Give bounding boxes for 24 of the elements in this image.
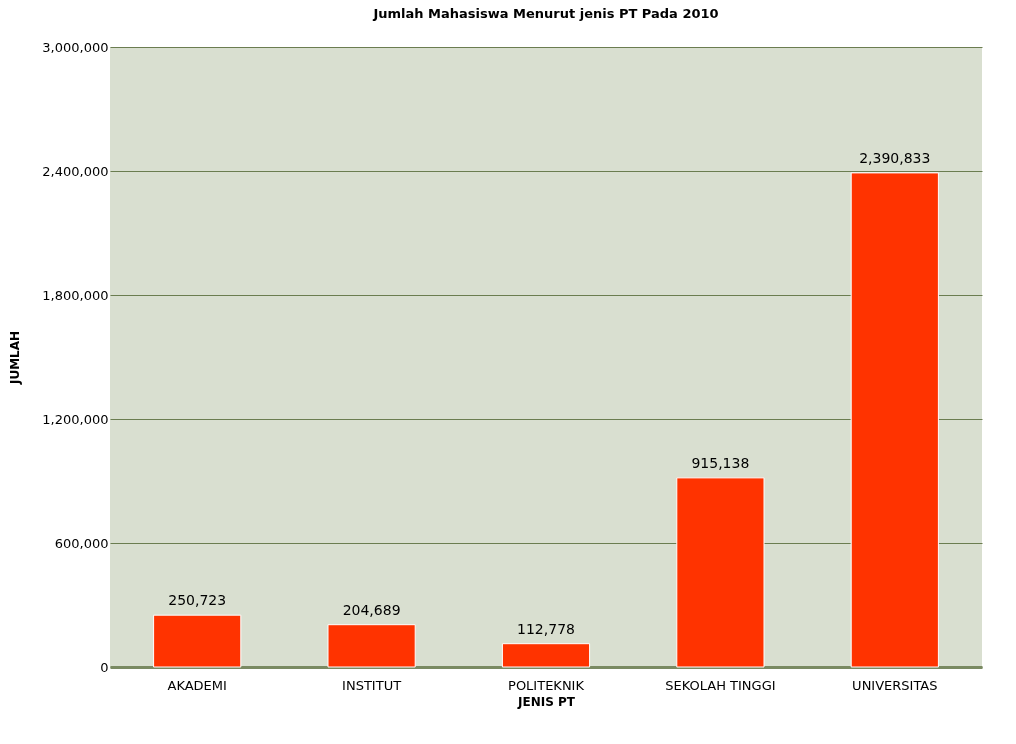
- x-tick-label: POLITEKNIK: [508, 677, 585, 693]
- x-tick-label: INSTITUT: [342, 677, 402, 693]
- x-tick-label: SEKOLAH TINGGI: [665, 677, 776, 693]
- y-tick-label: 1,200,000: [42, 411, 109, 427]
- data-label: 204,689: [342, 601, 401, 618]
- data-label: 112,778: [517, 620, 575, 637]
- x-axis-title: JENIS PT: [517, 694, 576, 709]
- y-tick-label: 1,800,000: [42, 287, 109, 303]
- data-label: 250,723: [168, 592, 227, 609]
- y-axis-title: JUMLAH: [8, 330, 23, 386]
- y-tick-label: 600,000: [54, 535, 109, 551]
- y-tick-label: 2,400,000: [42, 163, 109, 179]
- bar: [850, 172, 939, 668]
- bar: [327, 624, 416, 668]
- bar: [153, 614, 242, 668]
- x-tick-label: AKADEMI: [167, 677, 227, 693]
- y-tick-label: 3,000,000: [42, 39, 109, 55]
- x-tick-label: UNIVERSITAS: [852, 677, 938, 693]
- bar: [676, 477, 765, 668]
- data-label: 915,138: [691, 454, 750, 471]
- chart-title: Jumlah Mahasiswa Menurut jenis PT Pada 2010: [372, 6, 719, 21]
- y-tick-label: 0: [100, 659, 109, 675]
- data-label: 2,390,833: [859, 149, 931, 166]
- bar: [501, 643, 591, 668]
